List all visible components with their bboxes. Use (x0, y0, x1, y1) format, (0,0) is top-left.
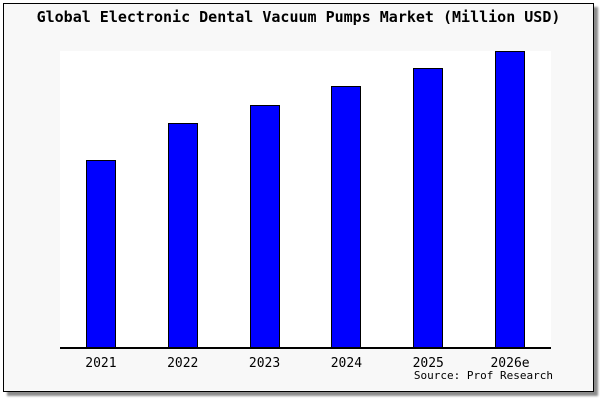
bar (85, 159, 116, 347)
bar-slot (60, 51, 142, 347)
bar (495, 51, 526, 347)
x-tick-label: 2023 (248, 356, 281, 371)
bar (249, 104, 280, 347)
source-credit: Source: Prof Research (413, 369, 553, 382)
chart-title: Global Electronic Dental Vacuum Pumps Ma… (36, 8, 561, 26)
bar-slot (305, 51, 387, 347)
bar-slot (224, 51, 306, 347)
x-tick-label: 2025 (412, 356, 444, 371)
bar-slot (142, 51, 224, 347)
bar (331, 85, 362, 347)
x-tick-label: 2022 (167, 356, 199, 371)
x-tick-label: 2021 (85, 356, 117, 371)
plot-area (60, 51, 551, 349)
bar-slot (469, 51, 551, 347)
bar-slot (387, 51, 469, 347)
bar (413, 67, 444, 347)
chart-panel: Global Electronic Dental Vacuum Pumps Ma… (3, 3, 594, 392)
bar (167, 123, 198, 347)
x-tick-label: 2026e (490, 356, 530, 371)
x-axis-labels: 2021 2022 2023 2024 2025 2026e (60, 356, 551, 372)
x-tick-label: 2024 (330, 356, 363, 371)
